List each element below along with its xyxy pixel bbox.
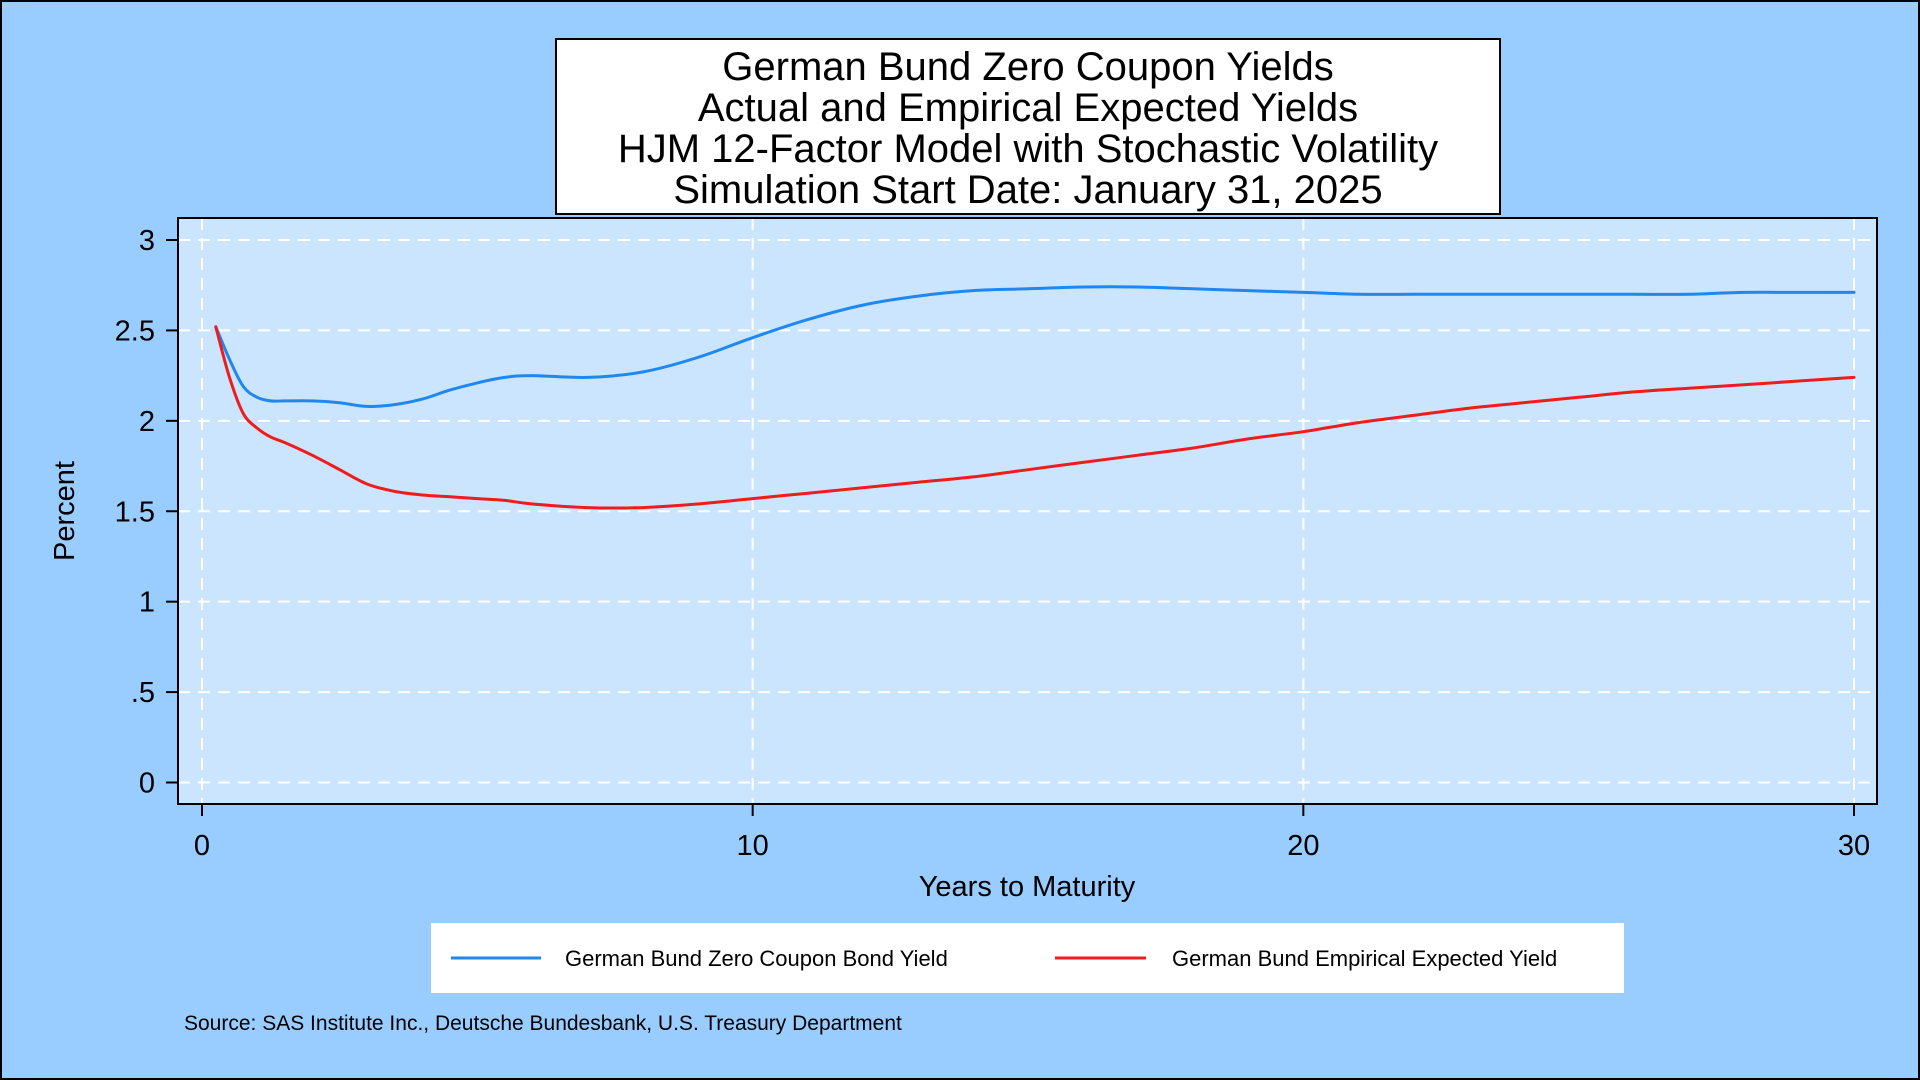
- chart-title-line-4: Simulation Start Date: January 31, 2025: [673, 168, 1382, 212]
- x-axis-title: Years to Maturity: [919, 871, 1136, 903]
- y-tick-label: 1: [139, 587, 155, 619]
- chart-title-line-2: Actual and Empirical Expected Yields: [698, 86, 1358, 130]
- axes: 0 10 20 30 0 .5 1 1.5 2 2.5 3: [115, 225, 1870, 862]
- chart-title-line-3: HJM 12-Factor Model with Stochastic Vola…: [618, 127, 1438, 171]
- title-box: German Bund Zero Coupon Yields Actual an…: [555, 38, 1501, 215]
- gridlines: [178, 218, 1877, 804]
- y-tick-label: 3: [139, 225, 155, 257]
- legend-label-empirical-expected-yield: German Bund Empirical Expected Yield: [1172, 946, 1557, 971]
- source-note: Source: SAS Institute Inc., Deutsche Bun…: [184, 1012, 902, 1035]
- zero-coupon-bond-yield-line: [214, 285, 1856, 408]
- y-tick-label: 2: [139, 406, 155, 438]
- series-lines: [214, 285, 1856, 510]
- x-tick-label: 10: [737, 830, 769, 862]
- y-tick-label: .5: [131, 677, 155, 709]
- y-tick-label: 2.5: [115, 315, 155, 347]
- legend: German Bund Zero Coupon Bond Yield Germa…: [431, 923, 1624, 993]
- empirical-expected-yield-line: [214, 325, 1856, 510]
- x-tick-label: 30: [1838, 830, 1870, 862]
- x-tick-label: 20: [1287, 830, 1319, 862]
- x-tick-label: 0: [194, 830, 210, 862]
- y-tick-label: 0: [139, 768, 155, 800]
- legend-label-zero-coupon-bond-yield: German Bund Zero Coupon Bond Yield: [565, 946, 948, 971]
- y-axis-title: Percent: [49, 461, 81, 561]
- chart-title-line-1: German Bund Zero Coupon Yields: [722, 45, 1333, 89]
- title-box-frame: [555, 38, 1501, 215]
- legend-box: [431, 923, 1624, 993]
- y-tick-label: 1.5: [115, 496, 155, 528]
